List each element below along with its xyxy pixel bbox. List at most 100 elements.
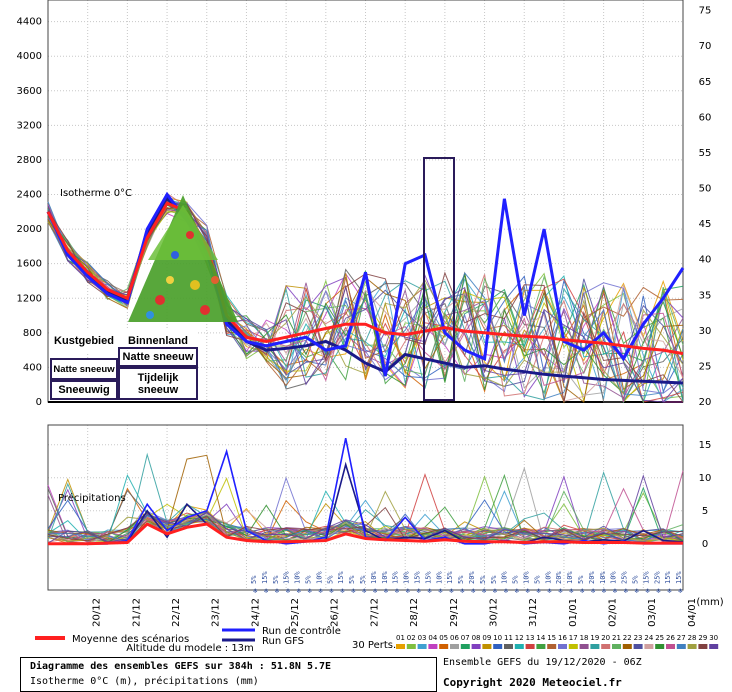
date-tick-label: 26/12 bbox=[330, 598, 341, 627]
natte-sneeuw-left-box: Natte sneeuw bbox=[50, 358, 118, 380]
legend-pert-swatch bbox=[396, 644, 405, 649]
legend-pert-number: 11 bbox=[504, 634, 513, 642]
snow-probability: 15% bbox=[337, 571, 345, 584]
legend-pert-swatch bbox=[579, 644, 589, 649]
legend-perts-label: 30 Perts. bbox=[352, 640, 396, 651]
date-tick-label: 30/12 bbox=[488, 598, 499, 627]
snowflake-icon: ❄ bbox=[275, 587, 279, 595]
series-run-de-contr-le bbox=[46, 191, 685, 377]
date-tick-label: 01/01 bbox=[568, 598, 579, 627]
precip-tick-label: 15 bbox=[699, 440, 712, 451]
legend-controle-label: Run de contrôle bbox=[262, 625, 341, 637]
christmas-tree-icon bbox=[128, 195, 238, 322]
snow-probability: 15% bbox=[446, 571, 454, 584]
snow-probability: 5% bbox=[272, 575, 280, 584]
snow-probability: 20% bbox=[588, 571, 596, 584]
snow-probability: 15% bbox=[392, 571, 400, 584]
snowflake-icon: ❄ bbox=[264, 587, 268, 595]
legend-pert-number: 24 bbox=[644, 634, 653, 642]
left-tick-label: 4000 bbox=[17, 51, 42, 62]
snow-probability-row: 5%❄15%❄5%❄15%❄10%❄5%❄10%❄5%❄15%❄5%❄5%❄10… bbox=[250, 571, 683, 595]
snow-probability: 5% bbox=[512, 575, 520, 584]
left-tick-label: 1200 bbox=[17, 293, 42, 304]
precipitation-label: Précipitations bbox=[58, 492, 126, 504]
legend-pert-swatch bbox=[514, 644, 524, 649]
date-tick-label: 02/01 bbox=[608, 598, 619, 627]
snow-probability: 5% bbox=[359, 575, 367, 584]
tick-labels: 0400800120016002000240028003200360040004… bbox=[17, 6, 712, 627]
highlight-box bbox=[423, 157, 455, 401]
snowflake-icon: ❄ bbox=[427, 587, 431, 595]
snowflake-icon: ❄ bbox=[602, 587, 606, 595]
snow-probability: 15% bbox=[424, 571, 432, 584]
legend-pert-number: 04 bbox=[428, 634, 437, 642]
legend-pert-number: 02 bbox=[407, 634, 416, 642]
legend-pert-number: 06 bbox=[450, 634, 459, 642]
snow-probability: 5% bbox=[533, 575, 541, 584]
legend-pert-swatch bbox=[687, 644, 697, 649]
date-tick-label: 31/12 bbox=[528, 598, 539, 627]
snow-probability: 10% bbox=[370, 571, 378, 584]
snow-probability: 10% bbox=[403, 571, 411, 584]
perturbation-lines bbox=[47, 192, 684, 545]
snowflake-icon: ❄ bbox=[449, 587, 453, 595]
legend-pert-number: 29 bbox=[698, 634, 707, 642]
snowflake-icon: ❄ bbox=[308, 587, 312, 595]
perturbation-precip-30 bbox=[47, 474, 684, 544]
date-tick-label: 21/12 bbox=[131, 598, 142, 627]
date-tick-label: 03/01 bbox=[647, 598, 658, 627]
legend-pert-swatch bbox=[655, 644, 665, 649]
date-tick-label: 29/12 bbox=[449, 598, 460, 627]
precip-series-moyenne-des-sc-narios bbox=[48, 522, 683, 546]
legend-pert-swatch bbox=[482, 644, 492, 649]
snowflake-icon: ❄ bbox=[591, 587, 595, 595]
date-tick-label: 04/01 bbox=[687, 598, 698, 627]
legend-pert-swatch bbox=[439, 644, 449, 649]
snowflake-icon: ❄ bbox=[482, 587, 486, 595]
snow-probability: 10% bbox=[599, 571, 607, 584]
snowflake-icon: ❄ bbox=[580, 587, 584, 595]
legend-pert-number: 08 bbox=[472, 634, 481, 642]
snow-probability: 5% bbox=[479, 575, 487, 584]
left-tick-label: 2400 bbox=[17, 190, 42, 201]
snowflake-icon: ❄ bbox=[329, 587, 333, 595]
mm-unit-label: (mm) bbox=[696, 597, 723, 608]
left-tick-label: 2000 bbox=[17, 224, 42, 235]
snow-probability: 5% bbox=[577, 575, 585, 584]
legend-pert-swatch bbox=[547, 644, 557, 649]
date-tick-label: 22/12 bbox=[171, 598, 182, 627]
date-tick-label: 25/12 bbox=[290, 598, 301, 627]
snow-probability: 15% bbox=[283, 571, 291, 584]
snowflake-icon: ❄ bbox=[624, 587, 628, 595]
sneeuwig-box: Sneeuwig bbox=[50, 380, 118, 400]
snowflake-icon: ❄ bbox=[547, 587, 551, 595]
right-tick-label: 70 bbox=[699, 41, 712, 52]
snow-probability: 10% bbox=[294, 571, 302, 584]
legend-pert-number: 27 bbox=[677, 634, 686, 642]
precip-tick-label: 0 bbox=[702, 539, 708, 550]
snowflake-icon: ❄ bbox=[667, 587, 671, 595]
snowflake-icon: ❄ bbox=[286, 587, 290, 595]
snowflake-icon: ❄ bbox=[297, 587, 301, 595]
tijdelijk-sneeuw-box: Tijdelijk sneeuw bbox=[118, 367, 198, 400]
legend-pert-number: 22 bbox=[623, 634, 632, 642]
series-run-gfs bbox=[46, 196, 684, 385]
snowflake-icon: ❄ bbox=[504, 587, 508, 595]
right-tick-label: 55 bbox=[699, 148, 712, 159]
snowflake-icon: ❄ bbox=[384, 587, 388, 595]
left-tick-label: 1600 bbox=[17, 259, 42, 270]
legend-pert-number: 26 bbox=[666, 634, 675, 642]
snowflake-icon: ❄ bbox=[318, 587, 322, 595]
snow-probability: 10% bbox=[315, 571, 323, 584]
date-tick-label: 27/12 bbox=[369, 598, 380, 627]
legend-pert-number: 03 bbox=[418, 634, 427, 642]
right-tick-label: 30 bbox=[699, 326, 712, 337]
footer-title: Diagramme des ensembles GEFS sur 384h : … bbox=[30, 661, 332, 672]
precip-tick-label: 10 bbox=[699, 473, 712, 484]
legend-pert-swatch bbox=[666, 644, 675, 649]
snow-probability: 20% bbox=[468, 571, 476, 584]
snowflake-icon: ❄ bbox=[460, 587, 464, 595]
legend-pert-swatch bbox=[590, 644, 600, 649]
legend-pert-swatch bbox=[612, 644, 621, 649]
